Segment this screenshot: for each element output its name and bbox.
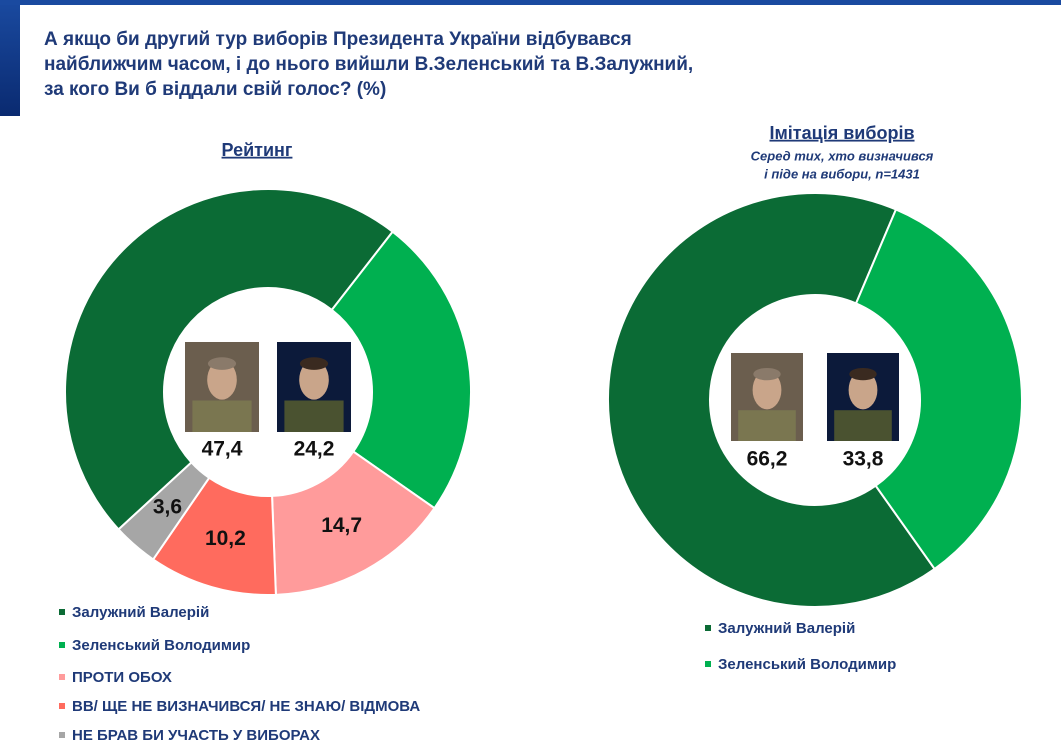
donut-slice (607, 192, 937, 608)
legend-swatch (59, 642, 65, 648)
legend-label: НЕ БРАВ БИ УЧАСТЬ У ВИБОРАХ (72, 727, 320, 744)
title-line: найближчим часом, і до нього вийшли В.Зе… (44, 54, 693, 75)
legend-label: Зеленський Володимир (718, 656, 896, 673)
legend-swatch (59, 609, 65, 615)
chart-subtitle: Серед тих, хто визначився (751, 148, 934, 163)
legend-label: Залужний Валерій (718, 620, 855, 637)
value-label: 33,8 (843, 448, 884, 471)
photo-head (207, 360, 237, 400)
value-label: 3,6 (153, 496, 182, 519)
portrait-photo (731, 353, 803, 441)
legend-swatch (59, 703, 65, 709)
legend-label: Зеленський Володимир (72, 637, 250, 654)
portrait-photo (827, 353, 899, 441)
title-line: А якщо би другий тур виборів Президента … (44, 29, 632, 50)
photo-body (284, 400, 344, 432)
value-label: 14,7 (321, 514, 362, 537)
photo-hair (849, 367, 877, 381)
photo-hair (207, 357, 237, 370)
title-line: за кого Ви б віддали свій голос? (%) (44, 79, 386, 100)
photo-body (192, 400, 252, 432)
top-bar (0, 0, 1061, 5)
value-label: 47,4 (202, 438, 243, 461)
portrait-photo (185, 342, 259, 432)
side-bar (0, 0, 20, 116)
value-label: 24,2 (294, 438, 335, 461)
legend-swatch (59, 674, 65, 680)
donut-slice (64, 188, 395, 531)
legend-swatch (59, 732, 65, 738)
legend-label: ВВ/ ЩЕ НЕ ВИЗНАЧИВСЯ/ НЕ ЗНАЮ/ ВІДМОВА (72, 698, 420, 715)
photo-hair (753, 367, 781, 381)
chart-subtitle: і піде на вибори, n=1431 (764, 166, 920, 181)
legend-swatch (705, 661, 711, 667)
photo-body (738, 410, 796, 441)
donut-slice (117, 460, 211, 561)
legend-label: ПРОТИ ОБОХ (72, 669, 172, 686)
donut-slice (854, 208, 1023, 571)
donut-slice (330, 230, 472, 510)
chart-title: Імітація виборів (769, 123, 914, 143)
photo-head (848, 370, 878, 410)
photo-hair (299, 357, 329, 370)
photo-head (752, 370, 782, 410)
portrait-photo (277, 342, 351, 432)
photo-head (299, 360, 329, 400)
value-label: 10,2 (205, 527, 246, 550)
chart-title: Рейтинг (222, 140, 293, 160)
photo-body (834, 410, 892, 441)
value-label: 66,2 (747, 448, 788, 471)
legend-swatch (705, 625, 711, 631)
legend-label: Залужний Валерій (72, 604, 209, 621)
